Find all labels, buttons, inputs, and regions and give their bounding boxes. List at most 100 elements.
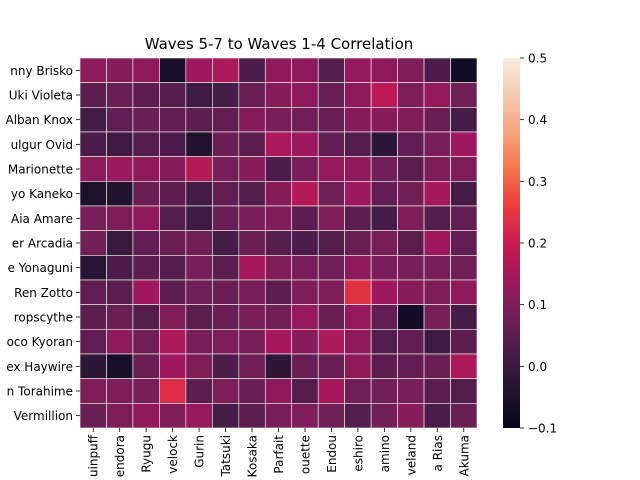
heatmap-cell (264, 403, 293, 429)
heatmap-cell (79, 329, 107, 355)
heatmap-cell (291, 378, 319, 404)
heatmap-cell (344, 181, 372, 207)
row-label: Marionette (8, 163, 73, 177)
heatmap-cell (238, 279, 266, 305)
heatmap-cell (317, 230, 345, 256)
row-label: Aia Amare (11, 212, 73, 226)
heatmap-cell (159, 304, 187, 330)
heatmap-cell (106, 378, 134, 404)
heatmap-cell (370, 82, 398, 108)
heatmap-cell (132, 57, 160, 83)
heatmap-cell (397, 107, 425, 133)
heatmap-cell (106, 230, 134, 256)
heatmap-cell (185, 329, 213, 355)
heatmap-cell (317, 403, 345, 429)
heatmap-cell (212, 107, 240, 133)
heatmap-cell (212, 279, 240, 305)
heatmap-cell (450, 57, 478, 83)
heatmap-cell (450, 107, 478, 133)
heatmap-cell (264, 82, 293, 108)
heatmap-cell (423, 205, 451, 231)
heatmap-cell (238, 353, 266, 379)
heatmap-cell (79, 156, 107, 182)
colorbar-tick-label: 0.5 (528, 52, 547, 66)
heatmap-cell (264, 107, 293, 133)
heatmap-cell (317, 378, 345, 404)
row-label: oco Kyoran (7, 335, 73, 349)
heatmap-cell (159, 181, 187, 207)
heatmap-cell (238, 329, 266, 355)
colorbar-tick-label: −0.1 (528, 422, 557, 436)
heatmap-cell (317, 131, 345, 157)
heatmap-cell (450, 279, 478, 305)
heatmap-cell (264, 378, 293, 404)
heatmap-cell (79, 353, 107, 379)
heatmap-cell (344, 156, 372, 182)
heatmap-cell (450, 353, 478, 379)
heatmap-cell (397, 82, 425, 108)
row-label: e Yonaguni (8, 261, 73, 275)
heatmap-cell (185, 353, 213, 379)
heatmap-cell (79, 57, 107, 83)
heatmap-cell (212, 82, 240, 108)
heatmap-cell (185, 230, 213, 256)
heatmap-cell (450, 82, 478, 108)
heatmap-cell (317, 57, 345, 83)
heatmap-cell (370, 205, 398, 231)
heatmap-cell (238, 230, 266, 256)
col-label: ouette (298, 435, 312, 474)
heatmap-cell (185, 131, 213, 157)
heatmap-cell (106, 131, 134, 157)
heatmap-cell (185, 304, 213, 330)
row-label: ropscythe (14, 311, 73, 325)
colorbar-tick-label: 0.3 (528, 175, 547, 189)
heatmap-cell (132, 131, 160, 157)
heatmap-cell (344, 279, 372, 305)
heatmap-cell (397, 255, 425, 281)
heatmap-cell (264, 181, 293, 207)
heatmap-cell (344, 131, 372, 157)
heatmap-cell (159, 230, 187, 256)
heatmap-cell (397, 378, 425, 404)
heatmap-cell (423, 353, 451, 379)
heatmap-cell (238, 378, 266, 404)
colorbar-tick-label: 0.0 (528, 360, 547, 374)
heatmap-cell (264, 230, 293, 256)
heatmap-cell (185, 205, 213, 231)
heatmap-cell (264, 353, 293, 379)
heatmap-cell (370, 131, 398, 157)
row-label: ex Haywire (6, 360, 73, 374)
heatmap-cell (264, 205, 293, 231)
heatmap-cell (317, 279, 345, 305)
heatmap-cell (423, 230, 451, 256)
heatmap-cell (132, 181, 160, 207)
heatmap-cell (212, 329, 240, 355)
heatmap-cell (397, 403, 425, 429)
heatmap-cell (317, 181, 345, 207)
heatmap-cell (370, 403, 398, 429)
heatmap-cell (423, 107, 451, 133)
col-label: uinpuff (87, 434, 101, 477)
heatmap-cell (317, 205, 345, 231)
heatmap-cell (132, 230, 160, 256)
col-label: Tatsuki (219, 435, 233, 478)
heatmap-cell (238, 82, 266, 108)
heatmap-cell (159, 279, 187, 305)
heatmap-cell (423, 82, 451, 108)
col-label: velock (166, 435, 180, 474)
colorbar-tick-label: 0.4 (528, 113, 547, 127)
colorbar-tick-label: 0.1 (528, 298, 547, 312)
heatmap-cell (212, 403, 240, 429)
heatmap-cell (264, 131, 293, 157)
heatmap-cell (132, 205, 160, 231)
heatmap-cell (450, 403, 478, 429)
heatmap-cell (264, 156, 293, 182)
heatmap-cell (106, 403, 134, 429)
heatmap-cell (291, 353, 319, 379)
heatmap-cell (264, 57, 293, 83)
heatmap-cell (79, 181, 107, 207)
heatmap-cell (159, 403, 187, 429)
col-label: Parfait (272, 435, 286, 474)
heatmap-cell (132, 329, 160, 355)
